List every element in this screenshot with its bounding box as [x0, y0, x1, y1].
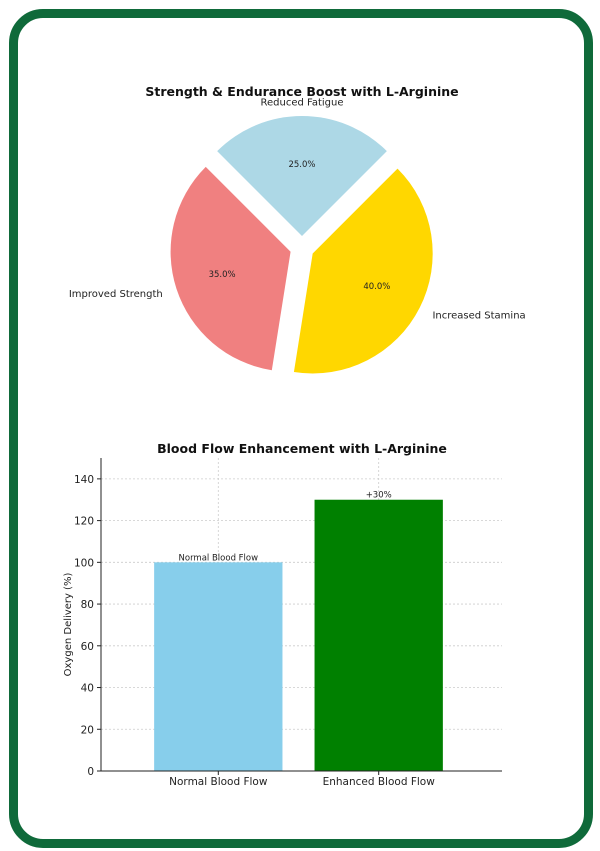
y-tick-label: 60: [81, 641, 94, 653]
x-tick-label: Normal Blood Flow: [169, 776, 268, 788]
pie-category-label: Improved Strength: [69, 289, 163, 300]
bar-title: Blood Flow Enhancement with L-Arginine: [157, 441, 447, 456]
pie-pct-label: 35.0%: [209, 270, 236, 280]
bar-chart: Normal Blood Flow Normal Blood Flow +30% En…: [63, 458, 502, 788]
y-tick-label: 80: [81, 599, 94, 611]
y-tick-label: 20: [81, 724, 94, 736]
pie-slice-increased-stamina: [293, 168, 433, 374]
pie-title: Strength & Endurance Boost with L-Argini…: [145, 84, 458, 99]
pie-chart: 25.0% Reduced Fatigue 35.0% Improved Streng…: [69, 98, 526, 374]
pie-category-label: Reduced Fatigue: [260, 98, 343, 109]
y-axis-label: Oxygen Delivery (%): [63, 573, 74, 677]
bar-enhanced-blood-flow: [314, 499, 443, 771]
bar-annotation: +30%: [366, 491, 392, 501]
pie-slice-reduced-fatigue: [217, 115, 387, 236]
pie-category-label: Increased Stamina: [432, 310, 525, 321]
y-tick-label: 40: [81, 683, 94, 695]
bar-normal-blood-flow: [154, 562, 283, 771]
y-tick-label: 120: [74, 516, 94, 528]
y-tick-label: 140: [74, 474, 94, 486]
y-tick-label: 100: [74, 557, 94, 569]
y-tick-label: 0: [87, 766, 94, 778]
pie-slice-improved-strength: [170, 166, 291, 371]
x-tick-label: Enhanced Blood Flow: [323, 776, 436, 788]
pie-pct-label: 40.0%: [363, 282, 390, 292]
pie-pct-label: 25.0%: [288, 160, 315, 170]
bar-annotation: Normal Blood Flow: [179, 553, 259, 563]
